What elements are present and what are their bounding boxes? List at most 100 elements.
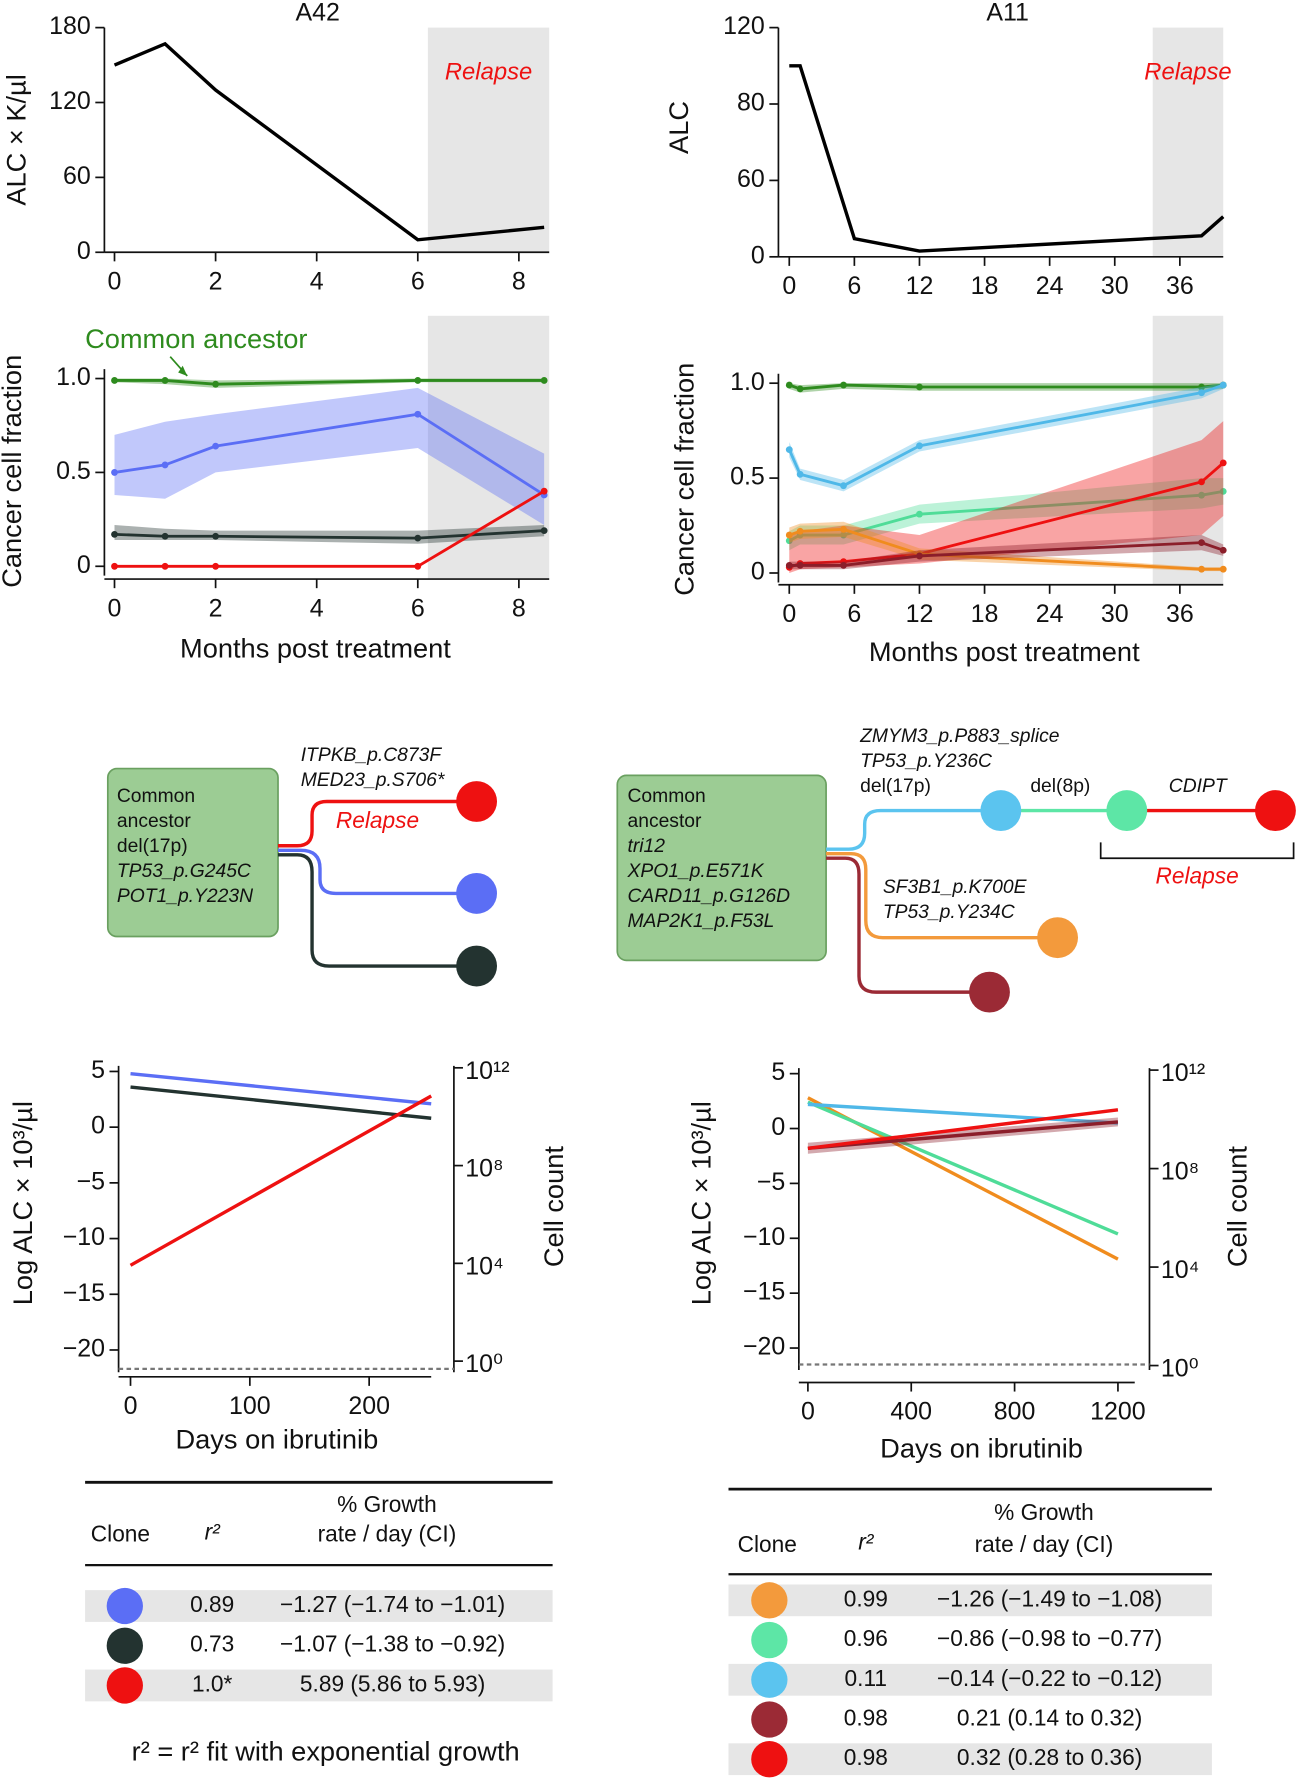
box-text: MAP2K1_p.F53L bbox=[628, 911, 775, 932]
point bbox=[540, 377, 548, 384]
point bbox=[414, 562, 422, 570]
y2-tick-label: 10⁴ bbox=[1161, 1256, 1199, 1284]
growth-cell: 0.32 (0.28 to 0.36) bbox=[957, 1744, 1142, 1770]
series-line bbox=[130, 1071, 432, 1106]
box-text: TP53_p.G245C bbox=[117, 861, 252, 882]
header-cell: r² bbox=[858, 1529, 875, 1555]
y2-tick-label: 10⁰ bbox=[465, 1350, 503, 1378]
y-tick-label: 5 bbox=[771, 1058, 785, 1086]
point bbox=[161, 562, 169, 570]
point bbox=[796, 385, 804, 393]
chart: Relapse 0 60 80 120 0 6 12 18 24 30 36 A11 ALC bbox=[663, 0, 1232, 300]
x-tick-label: 0 bbox=[782, 600, 796, 628]
chart-title: A42 bbox=[296, 0, 340, 27]
mutation-label: MED23_p.S706* bbox=[301, 770, 446, 791]
box-text: CARD11_p.G126D bbox=[628, 886, 791, 907]
ci-band bbox=[789, 478, 1224, 551]
growth-cell: −1.27 (−1.74 to −1.01) bbox=[280, 1591, 505, 1617]
y-tick-label: 60 bbox=[63, 162, 91, 190]
point bbox=[785, 446, 793, 454]
y-tick-label: −5 bbox=[757, 1168, 785, 1196]
x-tick-label: 0 bbox=[124, 1392, 138, 1420]
relapse-label: Relapse bbox=[1156, 863, 1239, 889]
header-cell: rate / day (CI) bbox=[975, 1531, 1114, 1557]
y-axis-label: Log ALC × 10³/µl bbox=[686, 1101, 717, 1305]
series-line bbox=[807, 1120, 1119, 1150]
ancestor-box bbox=[106, 767, 279, 938]
point bbox=[212, 562, 220, 570]
point bbox=[1198, 389, 1205, 397]
table: Clone r² % Growth rate / day (CI) 0.99 −1.26 … bbox=[728, 1487, 1212, 1778]
clone-swatch bbox=[751, 1621, 788, 1659]
header-cell: rate / day (CI) bbox=[318, 1521, 457, 1547]
point bbox=[212, 380, 220, 388]
r2-cell: 1.0* bbox=[192, 1670, 233, 1696]
point bbox=[111, 469, 118, 476]
x-axis-label: Days on ibrutinib bbox=[176, 1424, 379, 1455]
point bbox=[414, 410, 422, 418]
chart-title: A11 bbox=[986, 0, 1029, 27]
relapse-bracket bbox=[1099, 842, 1295, 860]
y-tick-label: 0 bbox=[91, 1112, 105, 1140]
relapse-shade bbox=[427, 27, 550, 253]
series-line bbox=[129, 1094, 433, 1267]
y-tick-label: 0 bbox=[751, 241, 765, 269]
point bbox=[840, 562, 847, 569]
clone-node bbox=[456, 872, 498, 914]
chart: −20 −15 −10 −5 0 5 0 400 800 1200 10⁰ 10⁴ 10⁸ 10¹² Cel… bbox=[686, 1058, 1253, 1464]
r2-cell: 0.89 bbox=[190, 1591, 234, 1617]
box-text: del(17p) bbox=[117, 836, 188, 857]
y2-tick-label: 10⁴ bbox=[465, 1252, 503, 1280]
clone-node bbox=[980, 790, 1022, 831]
y-tick-label: −10 bbox=[743, 1223, 785, 1251]
clone-swatch bbox=[751, 1661, 788, 1698]
point bbox=[1219, 565, 1227, 573]
point bbox=[1219, 546, 1227, 554]
point bbox=[1198, 539, 1205, 547]
header-cell: r² bbox=[205, 1518, 222, 1544]
point bbox=[916, 383, 923, 391]
x-tick-label: 0 bbox=[108, 268, 122, 296]
clone-node bbox=[1106, 790, 1148, 831]
table: Clone r² % Growth rate / day (CI) 0.89 −1.27 … bbox=[85, 1480, 553, 1767]
y2-tick-label: 10¹² bbox=[1161, 1059, 1205, 1087]
chart: 0 0.5 1.0 0 6 12 18 24 30 36 Cancer cell fraction M… bbox=[669, 315, 1227, 667]
series-line bbox=[807, 1102, 1119, 1125]
row-band bbox=[85, 1669, 553, 1702]
point bbox=[1198, 478, 1205, 486]
mutation-label: ITPKB_p.C873F bbox=[301, 745, 443, 766]
y-axis-label: ALC bbox=[663, 101, 694, 154]
point bbox=[414, 377, 422, 384]
r2-cell: 0.99 bbox=[844, 1585, 888, 1611]
x-tick-label: 36 bbox=[1166, 272, 1194, 300]
mutation-label: TP53_p.Y234C bbox=[883, 902, 1016, 923]
point bbox=[111, 562, 118, 570]
relapse-shade bbox=[1152, 315, 1224, 585]
shade-label: Relapse bbox=[445, 58, 532, 85]
point bbox=[540, 527, 548, 535]
point bbox=[785, 381, 793, 389]
point bbox=[212, 442, 220, 450]
series-line bbox=[789, 64, 1225, 253]
box-text: XPO1_p.E571K bbox=[627, 861, 765, 882]
point bbox=[1219, 459, 1227, 467]
clone-node bbox=[1037, 917, 1078, 959]
clone-swatch bbox=[106, 1587, 143, 1625]
point bbox=[916, 510, 923, 518]
clone-node bbox=[456, 781, 498, 822]
y2-tick-label: 10⁸ bbox=[465, 1155, 503, 1183]
row-band bbox=[728, 1663, 1212, 1696]
box-text: ancestor bbox=[117, 811, 192, 832]
series-line bbox=[807, 1100, 1119, 1236]
row-band bbox=[728, 1743, 1212, 1776]
y-axis-label: Cancer cell fraction bbox=[0, 355, 27, 588]
relapse-shade bbox=[1152, 27, 1224, 257]
x-tick-label: 18 bbox=[971, 600, 999, 628]
y-tick-label: 1.0 bbox=[56, 363, 91, 391]
x-axis-label: Months post treatment bbox=[180, 633, 451, 664]
y2-tick-label: 10⁰ bbox=[1161, 1355, 1199, 1383]
x-tick-label: 0 bbox=[782, 272, 796, 300]
clone-swatch bbox=[751, 1582, 788, 1619]
branch bbox=[826, 856, 990, 994]
